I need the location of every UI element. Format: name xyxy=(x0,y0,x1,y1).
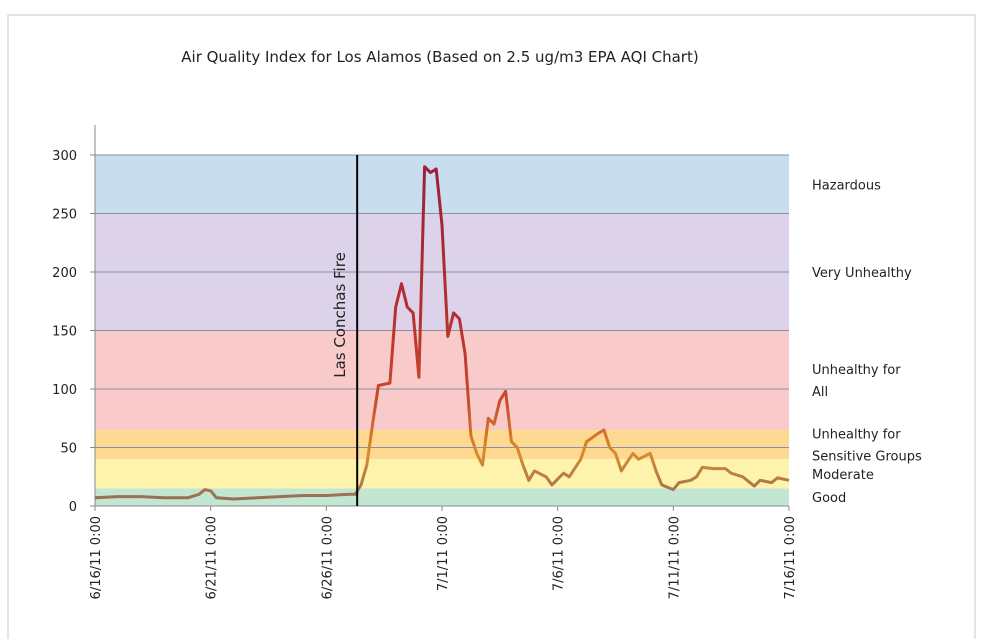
y-tick-label: 300 xyxy=(52,149,77,164)
x-tick-label: 7/6/11 0:00 xyxy=(552,516,567,591)
y-tick-label: 50 xyxy=(60,442,77,457)
band-label: Hazardous xyxy=(812,178,881,193)
band-label: All xyxy=(812,385,828,400)
band-label: Moderate xyxy=(812,468,874,483)
x-tick-label: 7/16/11 0:00 xyxy=(783,516,798,599)
aqi-line xyxy=(94,165,790,501)
band-label: Unhealthy for xyxy=(812,428,901,443)
band-label: Good xyxy=(812,491,846,506)
x-tick-label: 6/16/11 0:00 xyxy=(89,516,104,599)
x-tick-label: 7/11/11 0:00 xyxy=(667,516,682,599)
band-label: Unhealthy for xyxy=(812,363,901,378)
y-tick-label: 0 xyxy=(69,500,77,515)
x-tick-label: 7/1/11 0:00 xyxy=(436,516,451,591)
band-label: Very Unhealthy xyxy=(812,266,912,281)
x-tick-label: 6/21/11 0:00 xyxy=(205,516,220,599)
aqi-band xyxy=(95,429,789,460)
aqi-band xyxy=(95,330,789,430)
aqi-band xyxy=(95,459,789,489)
y-tick-label: 150 xyxy=(52,325,77,340)
aqi-band xyxy=(95,488,789,506)
fire-label: Las Conchas Fire xyxy=(331,252,349,378)
y-tick-label: 250 xyxy=(52,208,77,223)
y-tick-label: 200 xyxy=(52,266,77,281)
y-tick-label: 100 xyxy=(52,383,77,398)
band-label: Sensitive Groups xyxy=(812,450,922,465)
aqi-band xyxy=(95,155,789,214)
chart-title: Air Quality Index for Los Alamos (Based … xyxy=(181,48,698,66)
x-tick-label: 6/26/11 0:00 xyxy=(320,516,335,599)
